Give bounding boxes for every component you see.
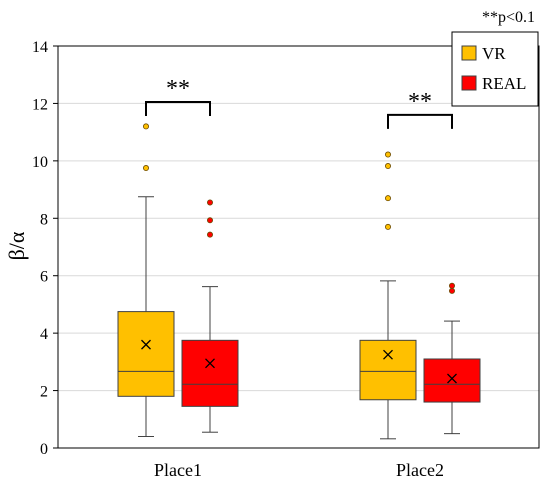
box-iqr [423, 358, 481, 403]
y-tick-label: 8 [40, 211, 48, 228]
box-iqr [117, 311, 175, 397]
significance-bracket: ** [387, 89, 453, 129]
y-tick-label: 4 [40, 326, 48, 343]
y-tick-label: 6 [40, 269, 48, 286]
outlier-point [142, 165, 149, 172]
significance-note: **p<0.1 [482, 9, 535, 26]
box-iqr [181, 339, 239, 407]
y-tick-label: 2 [40, 384, 48, 401]
outlier-point [206, 217, 213, 224]
significance-label: ** [166, 76, 190, 102]
significance-label: ** [408, 89, 432, 115]
outlier-point [384, 151, 391, 158]
legend-swatch-vr [461, 45, 477, 61]
box-plots [117, 123, 481, 440]
mean-marker [141, 339, 151, 350]
mean-marker [205, 358, 215, 369]
outlier-point [448, 287, 455, 294]
x-tick-label: Place1 [154, 460, 202, 480]
mean-marker [383, 349, 393, 360]
plot-area [57, 45, 540, 449]
outlier-point [448, 282, 455, 289]
outlier-point [206, 199, 213, 206]
bracket-line [145, 100, 211, 116]
y-tick-label: 12 [32, 96, 48, 113]
legend-label-vr: VR [482, 44, 506, 63]
bracket-line [387, 113, 453, 129]
outlier-point [384, 163, 391, 170]
box-real-place1 [181, 199, 239, 433]
y-tick-label: 0 [40, 441, 48, 458]
box-vr-place1 [117, 123, 175, 438]
y-axis-label: β/α [4, 231, 29, 260]
x-tick-label: Place2 [396, 460, 444, 480]
legend: VR REAL [451, 31, 539, 107]
outlier-point [384, 223, 391, 230]
y-ticks: 0 2 4 6 8 10 12 14 [32, 39, 58, 458]
significance-annotations: ** ** [145, 76, 453, 129]
box-iqr [359, 339, 417, 401]
significance-bracket: ** [145, 76, 211, 116]
outlier-point [142, 123, 149, 130]
mean-marker [447, 373, 457, 384]
legend-label-real: REAL [482, 74, 526, 93]
legend-box [451, 31, 539, 107]
box-vr-place2 [359, 151, 417, 440]
y-tick-label: 10 [32, 154, 48, 171]
y-tick-label: 14 [32, 39, 48, 56]
box-real-place2 [423, 282, 481, 435]
x-ticks: Place1 Place2 [154, 460, 444, 480]
legend-swatch-real [461, 75, 477, 91]
outlier-point [384, 195, 391, 202]
outlier-point [206, 231, 213, 238]
